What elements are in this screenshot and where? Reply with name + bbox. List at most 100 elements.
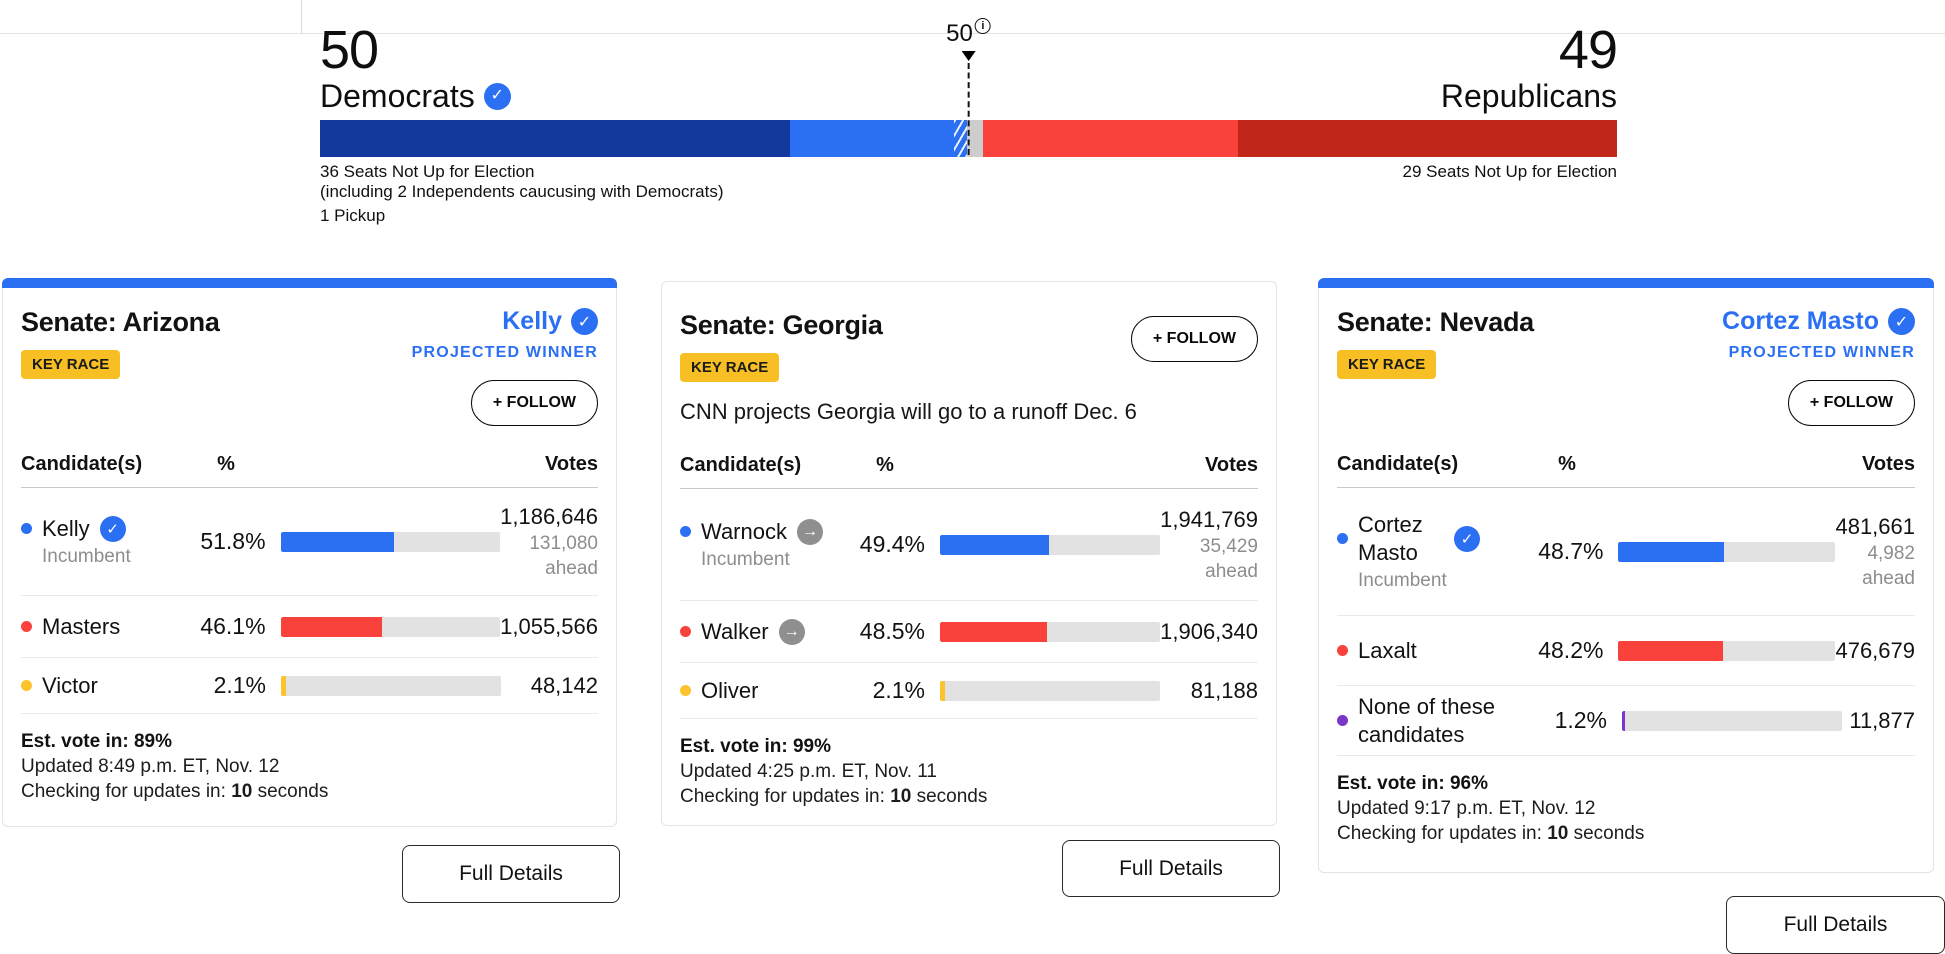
runoff-arrow-icon: → bbox=[796, 518, 823, 545]
incumbent-label: Incumbent bbox=[1358, 570, 1447, 591]
candidate-pct: 48.7% bbox=[1538, 538, 1604, 564]
race-title: Senate: Arizona bbox=[21, 307, 220, 337]
dem-seats-note: 36 Seats Not Up for Election (including … bbox=[320, 162, 724, 202]
majority-marker-value: 50 bbox=[946, 20, 973, 47]
candidate-dot bbox=[21, 523, 32, 534]
update-countdown: Checking for updates in: 10 seconds bbox=[1337, 823, 1645, 844]
rep-party-label: Republicans bbox=[1440, 78, 1617, 115]
candidate-votes: 81,188 bbox=[1190, 677, 1258, 703]
runoff-arrow-icon: → bbox=[778, 618, 805, 645]
candidate-name: Warnock bbox=[701, 518, 787, 544]
votes-ahead-label: ahead bbox=[1205, 560, 1258, 582]
candidate-name: Victor bbox=[42, 672, 98, 698]
candidate-name: Cortez Masto bbox=[1358, 512, 1423, 565]
follow-button[interactable]: + FOLLOW bbox=[1787, 380, 1915, 426]
table-header: Candidate(s) % Votes bbox=[21, 453, 598, 488]
projected-winner-label: PROJECTED WINNER bbox=[1728, 344, 1915, 361]
table-header: Candidate(s) % Votes bbox=[1337, 453, 1915, 488]
candidate-votes: 1,186,646 bbox=[500, 503, 598, 529]
marker-dashed-line bbox=[967, 63, 970, 155]
candidate-pct: 48.5% bbox=[859, 618, 925, 644]
dem-seat-count: 50 bbox=[320, 20, 379, 80]
candidate-row: Masters 46.1% 1,055,566 bbox=[21, 596, 598, 658]
pct-bar bbox=[940, 621, 1160, 642]
dem-party-label-row: Democrats ✓ bbox=[320, 78, 511, 115]
updated-timestamp: Updated 8:49 p.m. ET, Nov. 12 bbox=[21, 756, 280, 777]
est-vote-in: Est. vote in: 89% bbox=[21, 731, 172, 752]
votes-ahead: 35,429 bbox=[1199, 535, 1258, 557]
rep-seat-count: 49 bbox=[1558, 20, 1618, 80]
candidate-dot bbox=[1337, 715, 1348, 726]
candidate-row: Kelly ✓ Incumbent 51.8% 1,186,646 131,08… bbox=[21, 488, 598, 596]
candidate-row: None of these candidates 1.2% 11,877 bbox=[1337, 686, 1915, 756]
votes-ahead-label: ahead bbox=[1862, 567, 1915, 589]
candidate-votes: 1,055,566 bbox=[500, 613, 598, 639]
candidate-pct: 48.2% bbox=[1538, 637, 1604, 663]
candidate-dot bbox=[680, 685, 691, 696]
candidate-row: Laxalt 48.2% 476,679 bbox=[1337, 616, 1915, 686]
projected-winner-label: PROJECTED WINNER bbox=[411, 344, 598, 361]
updated-timestamp: Updated 9:17 p.m. ET, Nov. 12 bbox=[1337, 798, 1596, 819]
candidate-dot bbox=[680, 526, 691, 537]
rep-seats-note: 29 Seats Not Up for Election bbox=[1402, 162, 1617, 181]
incumbent-label: Incumbent bbox=[701, 549, 790, 571]
candidate-dot bbox=[1337, 533, 1348, 544]
runoff-note: CNN projects Georgia will go to a runoff… bbox=[680, 399, 1137, 424]
candidate-name: Laxalt bbox=[1358, 637, 1417, 663]
full-details-button[interactable]: Full Details bbox=[1062, 840, 1280, 897]
candidate-name: Walker bbox=[701, 618, 769, 644]
candidate-row: Cortez Masto ✓ Incumbent 48.7% 481,661 4… bbox=[1337, 488, 1915, 616]
race-card-georgia: Senate: Georgia KEY RACE + FOLLOW CNN pr… bbox=[661, 281, 1277, 826]
candidate-name: Masters bbox=[42, 613, 121, 639]
candidate-dot bbox=[1337, 645, 1348, 656]
est-vote-in: Est. vote in: 99% bbox=[680, 736, 831, 757]
candidate-votes: 1,941,769 bbox=[1160, 506, 1258, 532]
key-race-badge: KEY RACE bbox=[21, 350, 121, 379]
segment-dem-holdover bbox=[320, 120, 790, 157]
segment-rep-won bbox=[982, 120, 1239, 157]
candidate-dot bbox=[21, 621, 32, 632]
top-horizontal-divider bbox=[0, 33, 1945, 34]
full-details-button[interactable]: Full Details bbox=[1726, 896, 1945, 954]
winner-party-strip bbox=[1318, 278, 1934, 288]
projected-winner-name: Kelly bbox=[502, 307, 562, 335]
candidate-pct: 49.4% bbox=[859, 531, 925, 557]
incumbent-label: Incumbent bbox=[42, 546, 131, 568]
candidate-votes: 476,679 bbox=[1835, 637, 1915, 663]
info-icon[interactable]: i bbox=[974, 18, 991, 34]
follow-button[interactable]: + FOLLOW bbox=[1130, 316, 1258, 362]
candidate-votes: 48,142 bbox=[530, 672, 598, 698]
candidate-pct: 2.1% bbox=[872, 677, 925, 703]
pct-bar bbox=[940, 680, 1160, 701]
candidate-dot bbox=[21, 680, 32, 691]
est-vote-in: Est. vote in: 96% bbox=[1337, 773, 1488, 794]
votes-ahead-label: ahead bbox=[545, 557, 598, 579]
candidate-votes: 481,661 bbox=[1835, 513, 1915, 539]
follow-button[interactable]: + FOLLOW bbox=[470, 380, 598, 426]
top-tab-divider bbox=[301, 0, 302, 33]
update-countdown: Checking for updates in: 10 seconds bbox=[680, 786, 988, 807]
candidate-name: Oliver bbox=[701, 677, 759, 703]
key-race-badge: KEY RACE bbox=[1337, 350, 1437, 379]
majority-marker: 50 i bbox=[946, 18, 991, 155]
candidate-votes: 1,906,340 bbox=[1160, 618, 1258, 644]
race-card-nevada: Senate: Nevada KEY RACE Cortez Masto ✓ P… bbox=[1318, 278, 1934, 873]
pct-bar bbox=[280, 616, 501, 637]
full-details-button[interactable]: Full Details bbox=[402, 845, 620, 903]
votes-ahead: 131,080 bbox=[529, 532, 598, 554]
winner-check-icon: ✓ bbox=[1888, 308, 1915, 335]
candidate-pct: 46.1% bbox=[200, 613, 266, 639]
candidate-row: Walker → 48.5% 1,906,340 bbox=[680, 601, 1258, 663]
candidate-row: Oliver 2.1% 81,188 bbox=[680, 663, 1258, 719]
segment-dem-won bbox=[789, 120, 955, 157]
balance-of-power-bar bbox=[320, 120, 1617, 157]
dem-winner-check-icon: ✓ bbox=[483, 83, 511, 111]
table-header: Candidate(s) % Votes bbox=[680, 454, 1258, 489]
balance-of-power: 50 Democrats ✓ 49 Republicans 50 i 36 Se… bbox=[320, 18, 1618, 237]
updated-timestamp: Updated 4:25 p.m. ET, Nov. 11 bbox=[680, 761, 937, 782]
dem-pickup-note: 1 Pickup bbox=[320, 206, 386, 225]
candidate-pct: 51.8% bbox=[200, 528, 266, 554]
race-card-arizona: Senate: Arizona KEY RACE Kelly ✓ PROJECT… bbox=[2, 278, 617, 827]
race-title: Senate: Georgia bbox=[680, 310, 883, 340]
dem-party-label: Democrats bbox=[320, 78, 475, 115]
